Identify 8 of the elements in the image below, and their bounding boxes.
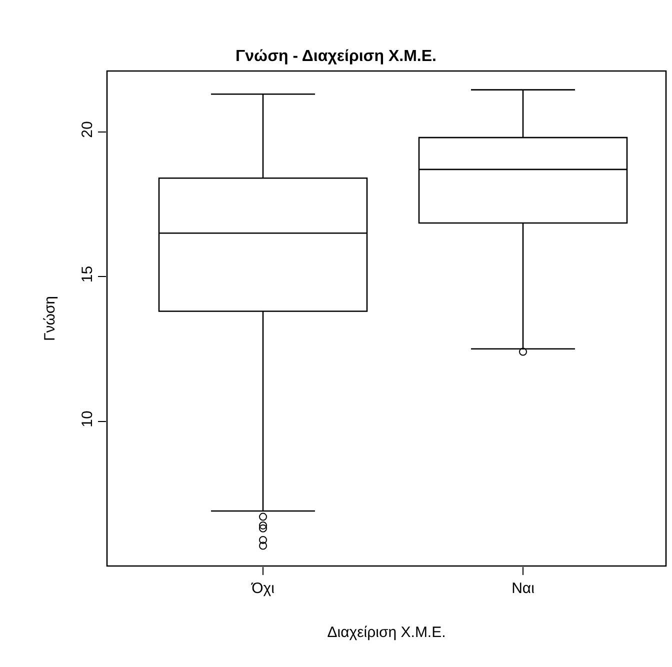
x-tick-label: Όχι bbox=[250, 580, 274, 597]
y-tick-label: 10 bbox=[79, 410, 96, 428]
y-axis-title: Γνώση bbox=[41, 296, 58, 342]
y-tick-label: 20 bbox=[79, 121, 96, 138]
y-tick-label: 15 bbox=[79, 266, 96, 283]
chart-title: Γνώση - Διαχείριση Χ.Μ.Ε. bbox=[236, 48, 436, 66]
x-tick-label: Ναι bbox=[512, 580, 534, 597]
x-axis-title: Διαχείριση Χ.Μ.Ε. bbox=[327, 624, 446, 641]
